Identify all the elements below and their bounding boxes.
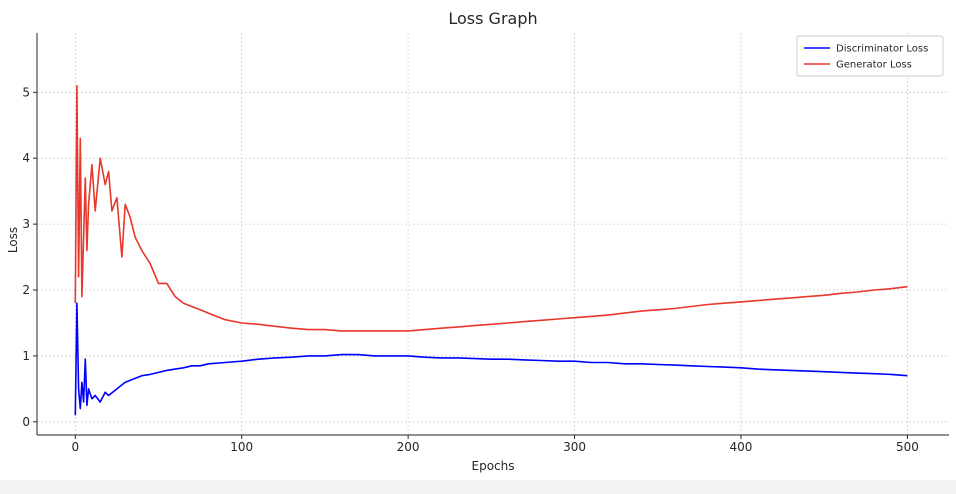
chart-title: Loss Graph: [448, 9, 537, 28]
x-tick-label-400: 400: [730, 440, 753, 454]
series-line-generator-loss: [74, 84, 908, 332]
y-tick-label-5: 5: [22, 85, 30, 99]
y-tick-label-1: 1: [22, 349, 30, 363]
loss-chart: Loss Graph 0 100 200 300 400 500 0 1 2 3 4 5 Epochs…: [6, 9, 949, 473]
legend-label-discriminator-loss: Discriminator Loss: [836, 44, 928, 55]
legend: Discriminator Loss Generator Loss: [796, 35, 944, 77]
x-axis-title: Epochs: [472, 459, 515, 473]
y-tick-label-2: 2: [22, 283, 30, 297]
axes: [33, 33, 949, 439]
y-tick-label-3: 3: [22, 217, 30, 231]
tick-labels: 0 100 200 300 400 500 0 1 2 3 4 5: [22, 85, 918, 454]
x-tick-label-300: 300: [563, 440, 586, 454]
y-tick-label-0: 0: [22, 415, 30, 429]
chart-canvas: Loss Graph 0 100 200 300 400 500 0 1 2 3 4 5 Epochs…: [0, 0, 956, 480]
legend-box: [796, 35, 944, 77]
x-tick-label-0: 0: [71, 440, 79, 454]
series-layer: [74, 84, 908, 416]
y-axis-title: Loss: [6, 227, 20, 253]
series-line-discriminator-loss: [74, 302, 908, 416]
legend-label-generator-loss: Generator Loss: [836, 60, 912, 71]
x-tick-label-200: 200: [397, 440, 420, 454]
x-tick-label-100: 100: [230, 440, 253, 454]
grid: [37, 33, 949, 435]
y-tick-label-4: 4: [22, 151, 30, 165]
x-tick-label-500: 500: [896, 440, 919, 454]
